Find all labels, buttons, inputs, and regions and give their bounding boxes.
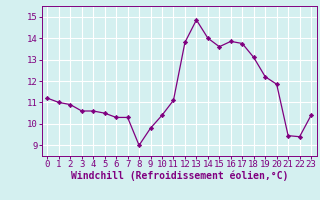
X-axis label: Windchill (Refroidissement éolien,°C): Windchill (Refroidissement éolien,°C)	[70, 171, 288, 181]
